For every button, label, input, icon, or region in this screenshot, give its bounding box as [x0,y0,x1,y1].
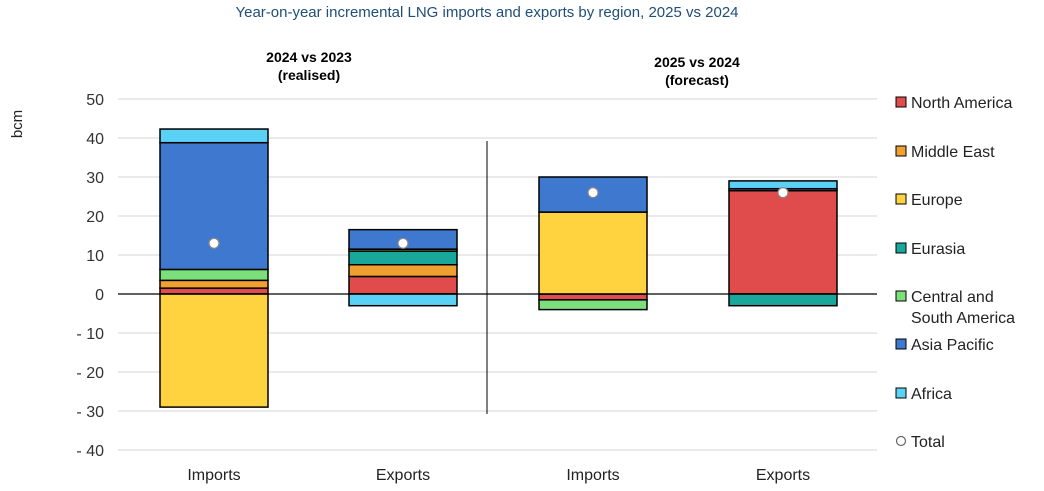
legend-swatch [895,193,907,205]
legend-label: Europe [911,192,963,209]
y-tick-label: - 30 [76,404,104,421]
bar-segment [728,189,838,295]
y-tick-label: 30 [86,170,104,187]
total-marker [208,237,220,249]
y-tick-label: 20 [86,209,104,226]
panel-1-title-line2: (realised) [278,67,340,83]
x-category-label: Imports [566,467,619,484]
chart-title: Year-on-year incremental LNG imports and… [235,4,738,21]
x-category-label: Exports [756,467,810,484]
y-tick-label: 40 [86,131,104,148]
bar-segment [348,264,458,278]
y-tick-label: - 20 [76,365,104,382]
x-category-label: Imports [187,467,240,484]
bar-segment [159,293,269,408]
bar-segment [348,275,458,295]
y-tick-label: 50 [86,92,104,109]
legend-marker [895,435,907,447]
y-tick-label: - 10 [76,326,104,343]
x-category-label: Exports [376,467,430,484]
bar-segment [348,250,458,266]
legend-label: Africa [911,386,952,403]
legend-swatch [895,96,907,108]
panel-2-title-line1: 2025 vs 2024 [654,54,740,70]
legend-swatch [895,145,907,157]
bar-segment [538,299,648,311]
legend-label: Eurasia [911,241,965,258]
legend-label: Central and [911,289,994,306]
y-tick-label: - 40 [76,443,104,460]
legend-label: Total [911,434,945,451]
legend-swatch [895,338,907,350]
legend-swatch [895,290,907,302]
y-axis-label: bcm [9,110,26,138]
total-marker [777,187,789,199]
bars [118,128,877,414]
legend-label: Asia Pacific [911,337,994,354]
y-tick-label: 0 [95,287,104,304]
legend: North America Middle East Europe Eurasia Cen… [895,95,1015,451]
total-markers [208,187,789,249]
legend-label: Middle East [911,144,995,161]
total-marker [397,237,409,249]
bar-segment [159,141,269,271]
legend-label: North America [911,95,1012,112]
panel-2-title-line2: (forecast) [665,72,729,88]
bar-segment [159,268,269,282]
legend-swatch [895,387,907,399]
y-axis-ticks: 50 40 30 20 10 0 - 10 - 20 - 30 - 40 [76,92,104,460]
bar-segment [728,293,838,307]
bar-segment [159,279,269,289]
y-tick-label: 10 [86,248,104,265]
bar-segment [159,287,269,295]
bar-segment [348,293,458,307]
total-marker [587,187,599,199]
bar-segment [159,128,269,144]
legend-label: South America [911,310,1015,327]
bar-segment [538,211,648,295]
panel-1-title-line1: 2024 vs 2023 [266,49,352,65]
bar-segment [538,293,648,301]
legend-swatch [895,242,907,254]
x-axis-categories: Imports Exports Imports Exports [187,467,810,484]
